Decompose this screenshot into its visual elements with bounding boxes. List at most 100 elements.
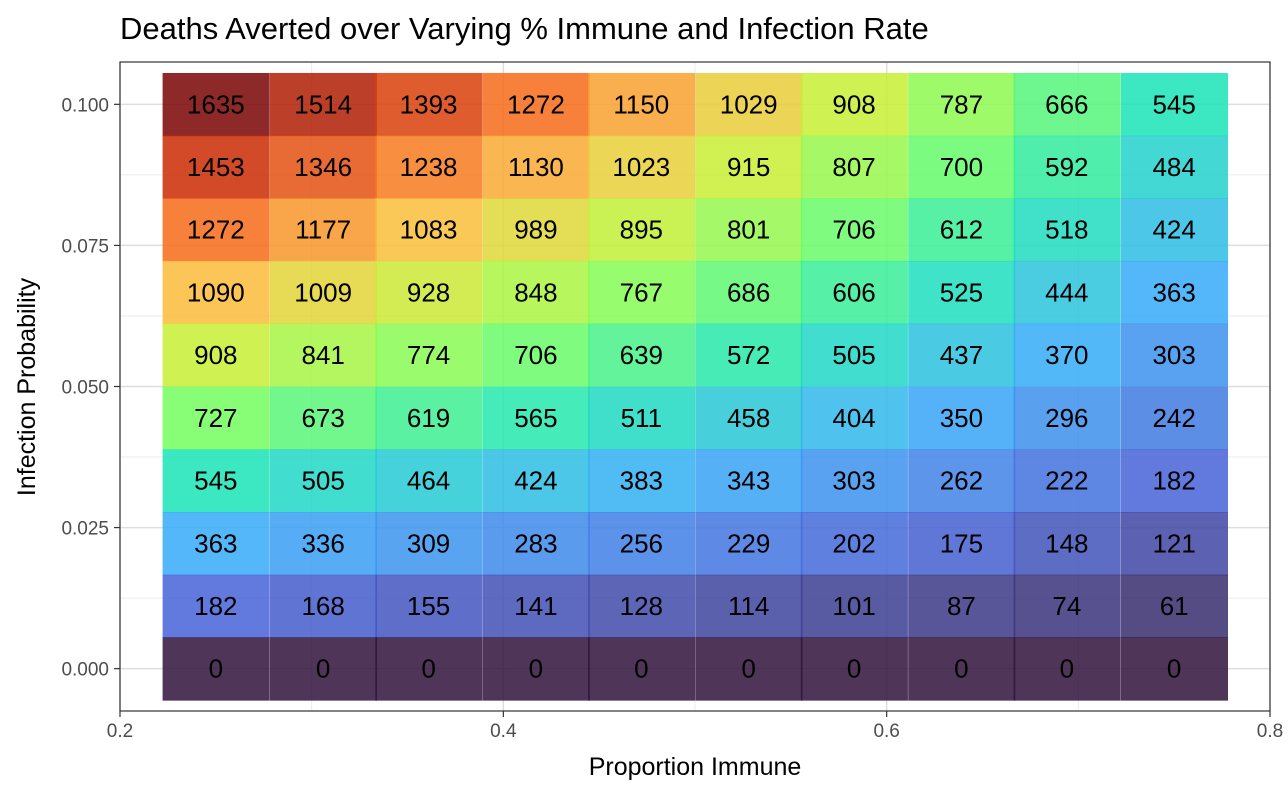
cell-value-label: 309	[407, 528, 450, 558]
cell-value-label: 182	[1152, 466, 1195, 496]
heatmap-cell	[162, 260, 270, 325]
cell-value-label: 303	[832, 466, 875, 496]
cell-value-label: 0	[529, 654, 543, 684]
heatmap-cell	[1013, 386, 1121, 451]
cell-value-label: 989	[514, 215, 557, 245]
cell-value-label: 518	[1045, 215, 1088, 245]
cell-value-label: 74	[1052, 591, 1081, 621]
heatmap-cell	[269, 637, 378, 701]
heatmap-cell	[1120, 574, 1229, 638]
heatmap-cell	[908, 574, 1016, 638]
heatmap-cell	[482, 449, 590, 513]
cell-value-label: 0	[1167, 654, 1181, 684]
heatmap-cell	[269, 386, 378, 451]
cell-value-label: 363	[194, 528, 237, 558]
cell-value-label: 336	[301, 528, 344, 558]
heatmap-cell	[1013, 449, 1121, 513]
cell-value-label: 700	[940, 152, 983, 182]
cell-value-label: 666	[1045, 89, 1088, 119]
heatmap-cell	[1013, 574, 1121, 638]
cell-value-label: 848	[514, 277, 557, 307]
cell-value-label: 114	[728, 591, 769, 621]
heatmap-cell	[908, 260, 1016, 325]
cell-value-label: 424	[1152, 215, 1195, 245]
cell-value-label: 807	[832, 152, 875, 182]
cell-value-label: 484	[1152, 152, 1195, 182]
heatmap-cell	[588, 574, 696, 638]
heatmap-cell	[375, 449, 483, 513]
cell-value-label: 121	[1152, 528, 1195, 558]
cell-value-label: 202	[832, 528, 875, 558]
cell-value-label: 87	[947, 591, 976, 621]
heatmap-cell	[588, 323, 696, 387]
cell-value-label: 61	[1160, 591, 1189, 621]
heatmap-cell	[800, 574, 908, 638]
cell-value-label: 1029	[720, 89, 778, 119]
heatmap-cell	[375, 574, 483, 638]
cell-value-label: 1090	[187, 277, 245, 307]
heatmap-cell	[269, 135, 378, 199]
heatmap-cell	[1120, 323, 1229, 387]
cell-value-label: 1150	[613, 89, 669, 119]
cell-value-label: 168	[301, 591, 344, 621]
cell-value-label: 0	[1060, 654, 1074, 684]
cell-value-label: 928	[407, 277, 450, 307]
x-axis-title: Proportion Immune	[589, 753, 802, 781]
heatmap-cell	[695, 449, 803, 513]
heatmap-cell	[375, 72, 483, 137]
heatmap-cell	[269, 449, 378, 513]
cell-value-label: 458	[727, 403, 770, 433]
heatmap-cell	[1013, 260, 1121, 325]
heatmap-cell	[588, 135, 696, 199]
heatmap-cell	[1120, 198, 1229, 262]
heatmap-cell	[800, 386, 908, 451]
y-tick-label: 0.025	[61, 519, 109, 540]
cell-value-label: 706	[514, 340, 557, 370]
cell-value-label: 363	[1152, 277, 1195, 307]
heatmap-cell	[162, 574, 270, 638]
heatmap-cell	[162, 512, 270, 576]
cell-value-label: 1272	[187, 215, 245, 245]
heatmap-cell	[269, 574, 378, 638]
heatmap-cell	[162, 135, 270, 199]
heatmap-cell	[269, 512, 378, 576]
heatmap-cell	[800, 72, 908, 137]
heatmap-cell	[162, 637, 270, 701]
cell-value-label: 262	[940, 466, 983, 496]
chart-title: Deaths Averted over Varying % Immune and…	[120, 11, 929, 46]
heatmap-cell	[375, 260, 483, 325]
cell-value-label: 370	[1045, 340, 1088, 370]
cell-value-label: 0	[954, 654, 968, 684]
x-axis: 0.2 0.4 0.6 0.8	[107, 711, 1283, 742]
cell-value-label: 545	[194, 466, 237, 496]
heatmap-cell	[1120, 449, 1229, 513]
heatmap-cell	[695, 260, 803, 325]
heatmap-cell	[695, 135, 803, 199]
heatmap-cell	[1013, 323, 1121, 387]
heatmap-cell	[482, 260, 590, 325]
cell-value-label: 303	[1152, 340, 1195, 370]
cell-value-label: 0	[421, 654, 435, 684]
heatmap-cell	[1120, 260, 1229, 325]
cell-value-label: 256	[620, 528, 663, 558]
cell-value-label: 424	[514, 466, 557, 496]
heatmap-cell	[375, 637, 483, 701]
heatmap-cell	[269, 323, 378, 387]
heatmap-cell	[1120, 386, 1229, 451]
cell-value-label: 343	[727, 466, 770, 496]
cell-value-label: 525	[940, 277, 983, 307]
cell-value-label: 229	[727, 528, 770, 558]
cell-value-label: 565	[514, 403, 557, 433]
y-axis-title: Infection Probability	[13, 277, 41, 496]
heatmap-cell	[162, 386, 270, 451]
heatmap-cell	[800, 449, 908, 513]
cell-value-label: 727	[194, 403, 237, 433]
heatmap-cell	[695, 72, 803, 137]
x-tick-label: 0.8	[1257, 721, 1283, 742]
heatmap-cell	[1120, 135, 1229, 199]
heatmap-cell	[908, 198, 1016, 262]
heatmap-cell	[269, 260, 378, 325]
heatmap-cell	[269, 72, 378, 137]
heatmap-cell	[908, 512, 1016, 576]
cell-value-label: 895	[620, 215, 663, 245]
